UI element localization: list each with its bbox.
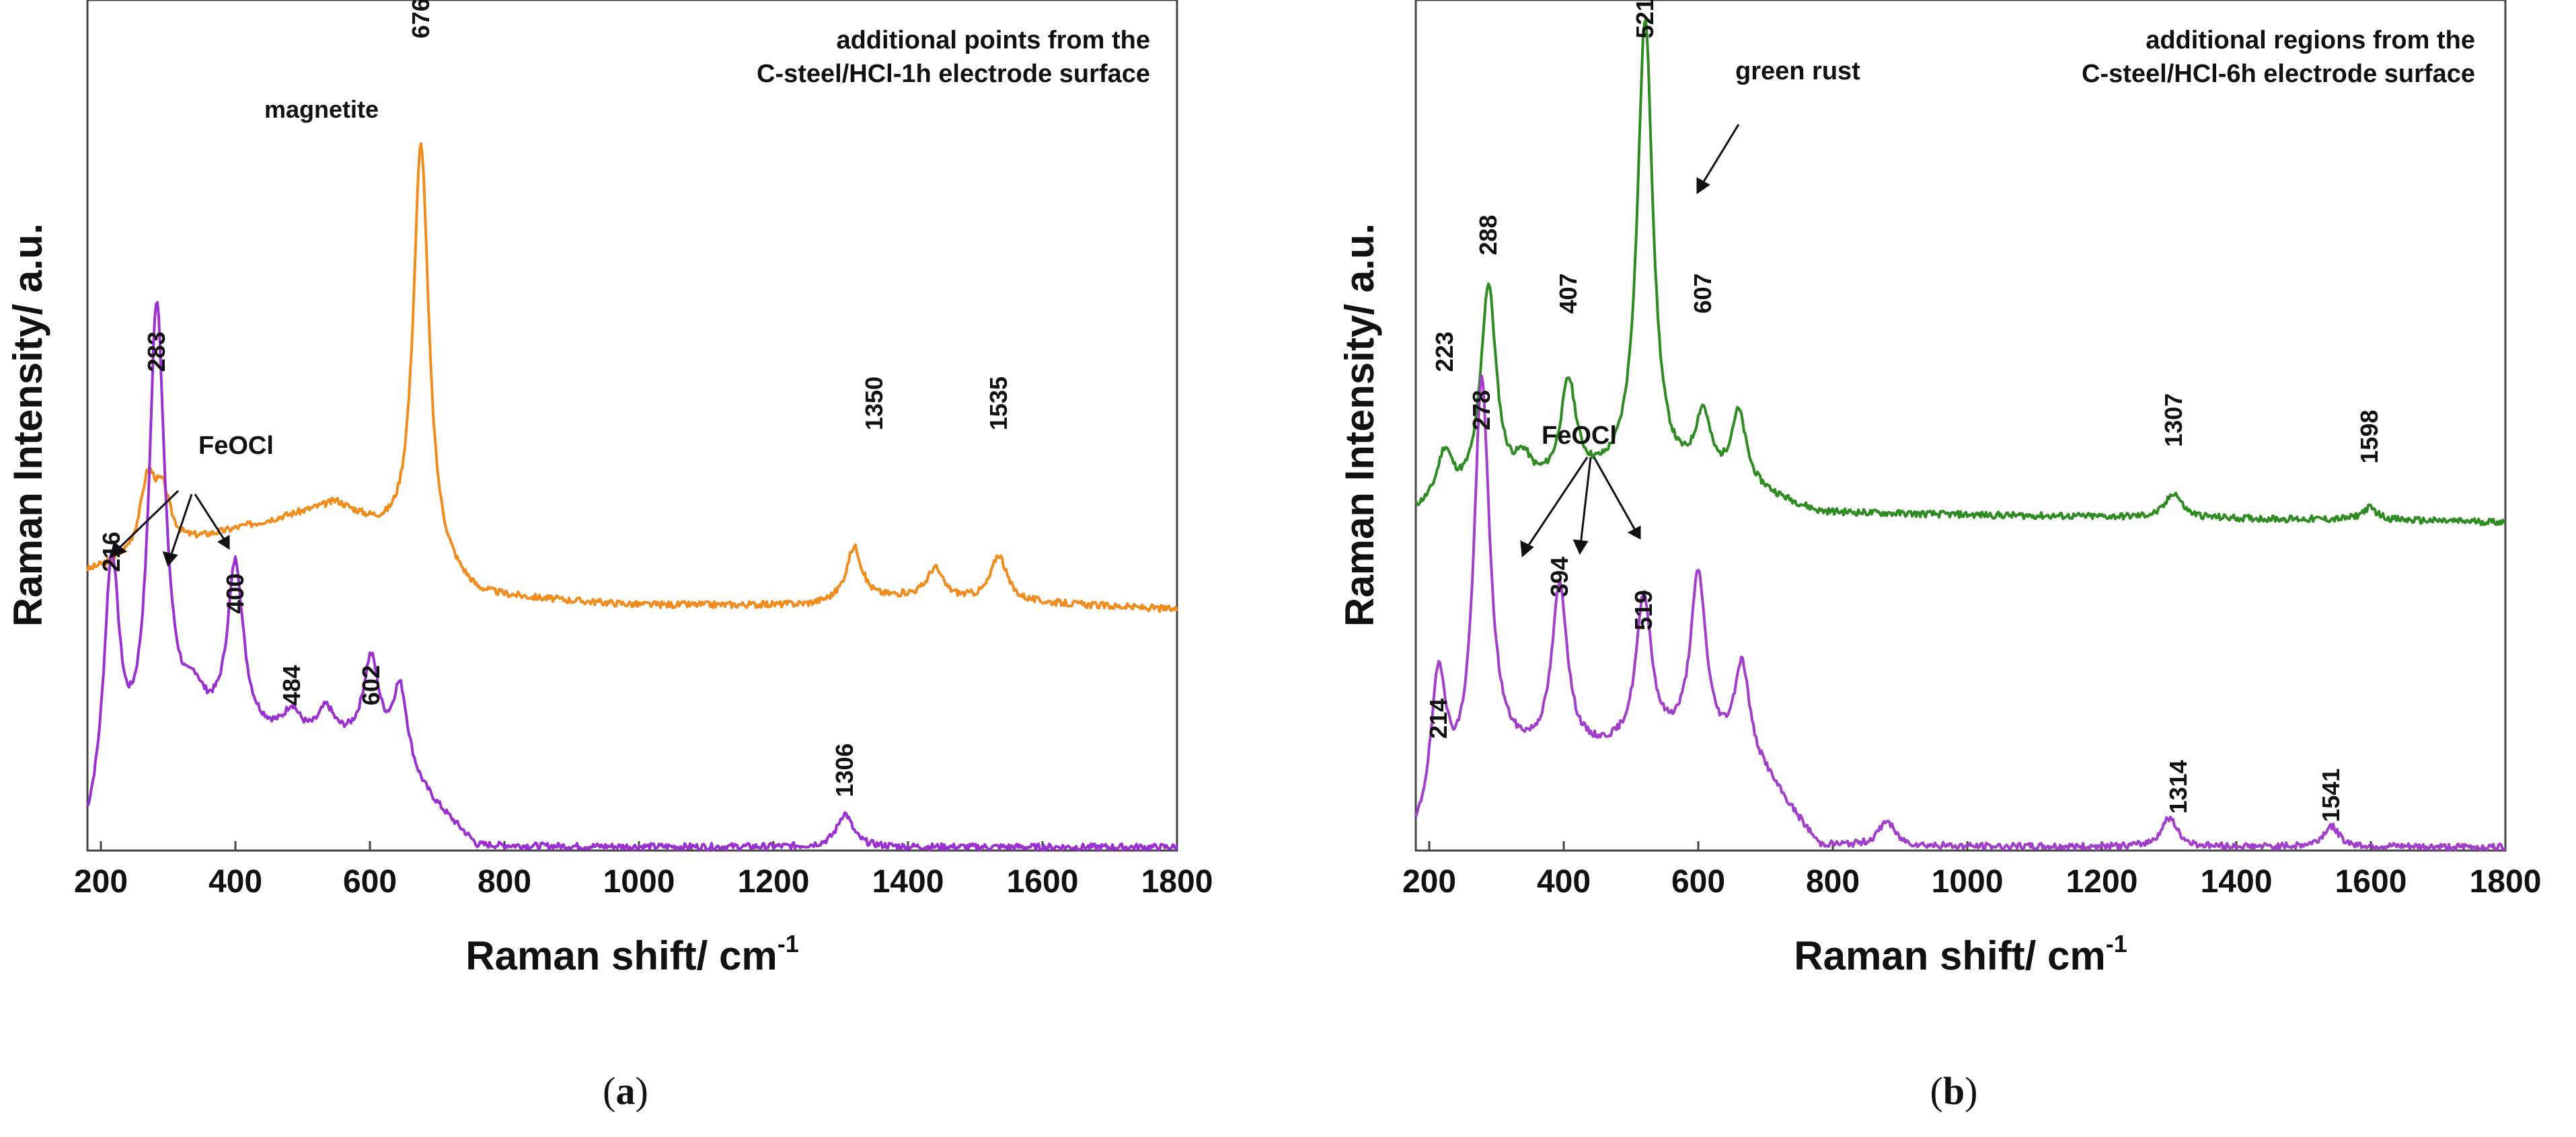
arrow-line-green-rust: [1700, 124, 1740, 186]
green-rust-label: green rust: [1735, 57, 1860, 85]
caption-a-open: (: [603, 1069, 615, 1113]
x-axis-title-b-main: Raman shift/ cm: [1794, 933, 2105, 978]
caption-a-letter: a: [616, 1069, 636, 1113]
spectrum-line-a-1: [86, 142, 1178, 613]
x-tick-label-400: 400: [1537, 864, 1591, 900]
arrow-line-394: [1593, 457, 1637, 532]
x-tick-labels-b: 200 400 600 800 1000 1200 1400 1600 1800: [1402, 864, 2541, 900]
caption-b-letter: b: [1943, 1069, 1965, 1113]
arrow-line-216: [114, 489, 180, 553]
note-a-line2: C-steel/HCl-1h electrode surface: [757, 60, 1150, 88]
peak-label-278: 278: [1468, 390, 1495, 430]
x-axis-title-a-main: Raman shift/ cm: [465, 933, 777, 978]
y-axis-title-b: Raman Intensity/ a.u.: [1337, 223, 1382, 627]
peak-label-288: 288: [1474, 215, 1502, 256]
x-tick-label-1000: 1000: [1932, 864, 2004, 900]
caption-b-close: ): [1965, 1069, 1977, 1113]
peak-label-1307: 1307: [2160, 393, 2187, 447]
feocl-arrows-a: [109, 489, 230, 567]
feocl-arrows-b: [1520, 457, 1641, 558]
peak-label-519: 519: [1630, 590, 1657, 631]
arrow-line-214: [1525, 457, 1589, 549]
x-tick-label-600: 600: [343, 864, 397, 900]
feocl-label-b: FeOCl: [1542, 422, 1617, 450]
spectrum-line-b-2: [1414, 375, 2507, 852]
peak-label-1306: 1306: [831, 744, 858, 797]
arrow-head-278: [1573, 539, 1589, 555]
x-tick-label-1400: 1400: [872, 864, 944, 900]
arrow-head-216: [109, 541, 128, 559]
peak-label-484: 484: [278, 665, 305, 705]
arrow-head-400: [217, 535, 230, 550]
peak-label-214: 214: [1425, 699, 1452, 739]
x-tick-label-400: 400: [209, 864, 262, 900]
peak-label-1535: 1535: [985, 377, 1012, 430]
x-tick-label-200: 200: [74, 864, 128, 900]
arrow-head-214: [1520, 540, 1534, 558]
peak-labels-b: 521 288 407 607 223 278 394 519 214 1307 1598 1314 1…: [1425, 0, 2383, 822]
peak-label-magnetite: magnetite: [264, 95, 379, 123]
peak-label-607: 607: [1689, 273, 1716, 313]
x-tick-label-800: 800: [478, 864, 531, 900]
peak-label-1314: 1314: [2164, 760, 2192, 814]
x-axis-title-b-sup: -1: [2106, 930, 2127, 957]
x-tick-label-1600: 1600: [1007, 864, 1079, 900]
spectrum-line-a-2: [86, 301, 1178, 852]
peak-label-676: 676: [407, 0, 434, 38]
x-tick-label-1800: 1800: [1141, 864, 1213, 900]
plot-frame-b: [1414, 0, 2507, 852]
x-tick-label-1400: 1400: [2201, 864, 2273, 900]
caption-a-close: ): [636, 1069, 648, 1113]
x-tick-label-200: 200: [1402, 864, 1456, 900]
green-rust-arrow: [1696, 124, 1740, 194]
arrow-head-394: [1627, 525, 1641, 540]
note-a-line1: additional points from the: [836, 26, 1150, 54]
peak-label-400: 400: [221, 574, 249, 614]
x-axis-title-a-sup: -1: [778, 930, 799, 957]
arrow-head-green-rust: [1696, 177, 1710, 194]
x-tick-label-600: 600: [1671, 864, 1725, 900]
peak-label-521: 521: [1631, 0, 1659, 38]
x-tick-label-1000: 1000: [603, 864, 675, 900]
x-tick-label-800: 800: [1806, 864, 1860, 900]
peak-label-407: 407: [1554, 273, 1582, 313]
x-tick-label-1800: 1800: [2470, 864, 2542, 900]
note-b-line1: additional regions from the: [2146, 26, 2475, 54]
peak-label-1541: 1541: [2317, 769, 2345, 822]
note-b-line2: C-steel/HCl-6h electrode surface: [2082, 60, 2475, 88]
caption-b: (b): [1930, 1069, 1978, 1113]
caption-a: (a): [603, 1069, 648, 1113]
arrow-line-278: [1579, 457, 1592, 545]
arrow-line-400: [194, 494, 227, 542]
peak-label-602: 602: [357, 665, 385, 705]
arrow-head-283: [162, 551, 178, 567]
spectra-a: [86, 142, 1178, 852]
peak-label-394: 394: [1546, 557, 1573, 597]
x-axis-title-b: Raman shift/ cm-1: [1794, 930, 2127, 978]
x-tick-label-1200: 1200: [2066, 864, 2138, 900]
arrow-line-283: [169, 494, 193, 559]
peak-label-1350: 1350: [860, 377, 888, 430]
x-tick-label-1200: 1200: [738, 864, 810, 900]
x-axis-title-a: Raman shift/ cm-1: [465, 930, 798, 978]
caption-b-open: (: [1930, 1069, 1943, 1113]
y-axis-title-a: Raman Intensity/ a.u.: [5, 223, 50, 627]
spectra-b: [1414, 18, 2507, 852]
panel-b: 200 400 600 800 1000 1200 1400 1600 1800 521 288 4…: [1337, 0, 2541, 978]
panel-a: 200 400 600 800 1000 1200 1400 1600 1800 676 magn…: [5, 0, 1213, 978]
peak-label-1598: 1598: [2355, 410, 2383, 464]
feocl-label-a: FeOCl: [198, 432, 274, 460]
peak-label-223: 223: [1431, 331, 1458, 372]
x-tick-label-1600: 1600: [2335, 864, 2407, 900]
peak-label-283: 283: [143, 331, 170, 372]
x-tick-labels-a: 200 400 600 800 1000 1200 1400 1600 1800: [74, 864, 1213, 900]
spectrum-line-b-1: [1414, 18, 2507, 526]
